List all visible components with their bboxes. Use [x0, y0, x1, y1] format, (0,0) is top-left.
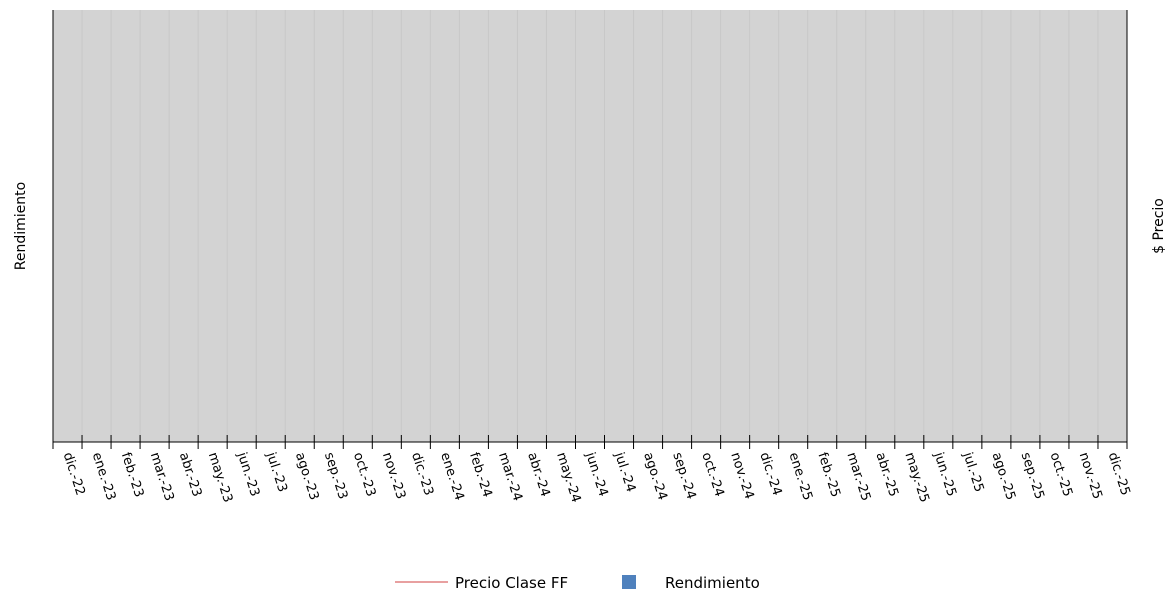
- x-tick-label: feb.-23: [118, 451, 147, 500]
- x-ticks: [52, 435, 1128, 449]
- x-tick-label: dic.-22: [60, 451, 88, 498]
- x-tick-label: nov.-23: [379, 451, 408, 502]
- x-tick-label: sep.-23: [321, 451, 350, 502]
- legend-label-precio: Precio Clase FF: [455, 574, 568, 592]
- x-tick-label: nov.-24: [727, 451, 756, 502]
- x-tick-label: oct.-24: [698, 451, 726, 499]
- x-tick-label: ago.-24: [640, 451, 670, 503]
- x-tick-label: oct.-25: [1047, 451, 1075, 499]
- x-tick-label: jul.-23: [263, 450, 290, 494]
- x-tick-label: jul.-25: [959, 450, 986, 494]
- x-tick-label: feb.-24: [466, 451, 495, 500]
- x-tick-label: nov.-25: [1076, 451, 1105, 502]
- x-tick-label: jun.-24: [582, 450, 611, 499]
- plot-area: [53, 10, 1127, 442]
- x-tick-label: may.-25: [901, 451, 931, 505]
- x-tick-label: mar.-23: [147, 451, 177, 503]
- x-tick-label: oct.-23: [350, 451, 378, 499]
- x-tick-label: ene.-25: [785, 451, 815, 503]
- x-tick-label: feb.-25: [814, 451, 843, 500]
- vertical-gridlines: [81, 10, 1099, 442]
- x-tick-label: dic.-23: [408, 451, 436, 498]
- x-tick-label: abr.-23: [176, 451, 204, 499]
- x-tick-label: mar.-24: [495, 451, 525, 503]
- x-tick-label: jun.-25: [930, 450, 959, 499]
- legend: Precio Clase FF Rendimiento: [395, 574, 760, 592]
- x-tick-label: ene.-23: [89, 451, 119, 503]
- x-tick-label: dic.-25: [1105, 451, 1133, 498]
- x-tick-label: ago.-25: [989, 451, 1019, 503]
- x-tick-label: may.-23: [205, 451, 235, 505]
- x-tick-label: dic.-24: [756, 451, 784, 498]
- x-tick-label: abr.-24: [524, 451, 552, 499]
- y2-axis-title: $ Precio: [1151, 198, 1167, 254]
- x-tick-labels: dic.-22 ene.-23 feb.-23 mar.-23 abr.-23 may.-…: [60, 450, 1133, 505]
- legend-swatch-rendimiento: [622, 575, 636, 589]
- x-tick-label: jul.-24: [611, 450, 638, 494]
- y-axis-title: Rendimiento: [13, 182, 29, 270]
- x-tick-label: may.-24: [553, 451, 583, 505]
- x-tick-label: ene.-24: [437, 451, 467, 503]
- x-tick-label: ago.-23: [292, 451, 322, 503]
- x-tick-label: sep.-25: [1018, 451, 1047, 502]
- x-tick-label: mar.-25: [843, 451, 873, 503]
- x-tick-label: sep.-24: [669, 451, 698, 502]
- legend-label-rendimiento: Rendimiento: [665, 574, 760, 592]
- x-tick-label: jun.-23: [234, 450, 263, 499]
- x-tick-label: abr.-25: [872, 451, 900, 499]
